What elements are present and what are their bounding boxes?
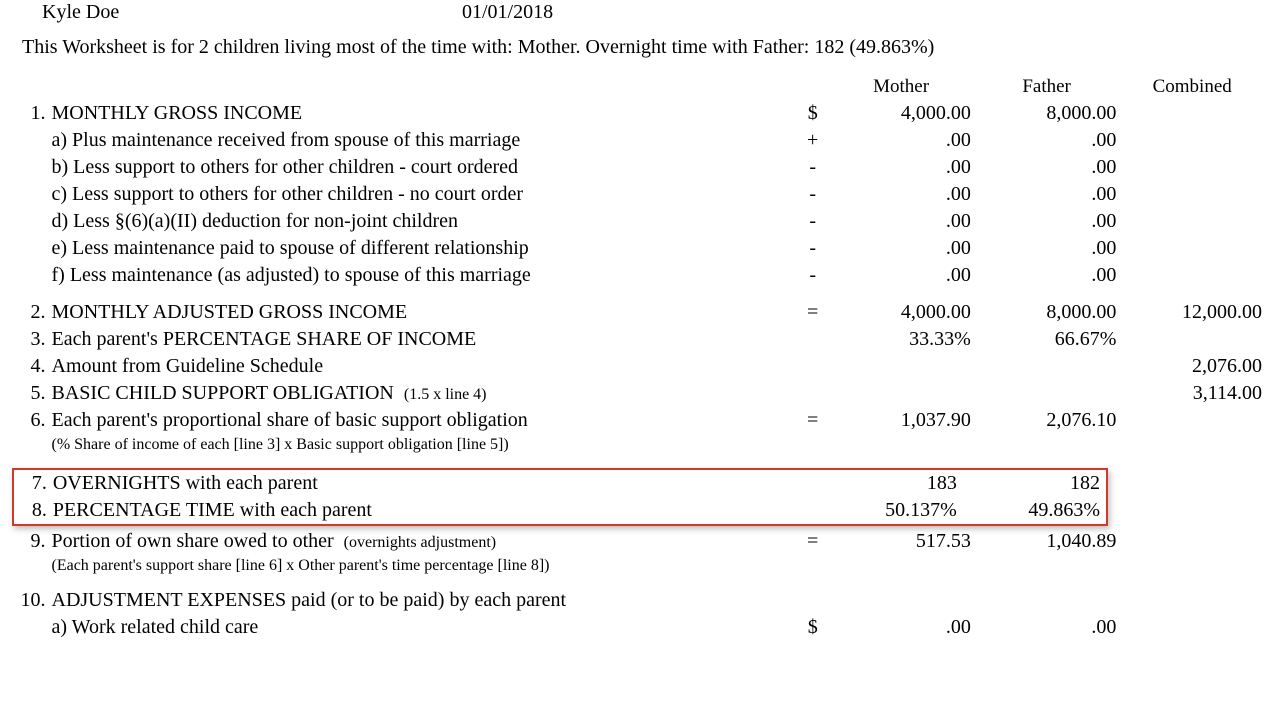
row-10a: a) Work related child care $ .00 .00	[12, 614, 1268, 641]
header-row: Kyle Doe 01/01/2018	[12, 0, 1268, 31]
highlight-box: 7. OVERNIGHTS with each parent 183 182 8…	[12, 468, 1108, 526]
col-combined: Combined	[1122, 74, 1268, 100]
col-mother: Mother	[831, 74, 977, 100]
row-label: b) Less support to others for other chil…	[52, 154, 801, 181]
row-1: 1. MONTHLY GROSS INCOME $ 4,000.00 8,000…	[12, 100, 1268, 127]
row-5: 5. BASIC CHILD SUPPORT OBLIGATION (1.5 x…	[12, 380, 1268, 407]
row-label: BASIC CHILD SUPPORT OBLIGATION (1.5 x li…	[52, 380, 801, 407]
row-label: c) Less support to others for other chil…	[52, 181, 801, 208]
row-label: PERCENTAGE TIME with each parent	[53, 497, 789, 524]
intro-line: This Worksheet is for 2 children living …	[12, 31, 1268, 74]
row-label: a) Plus maintenance received from spouse…	[52, 127, 801, 154]
row-num: 1.	[12, 100, 52, 127]
row-10: 10. ADJUSTMENT EXPENSES paid (or to be p…	[12, 587, 1268, 614]
worksheet-date: 01/01/2018	[462, 0, 553, 25]
row-note: (overnights adjustment)	[344, 534, 496, 551]
row-3: 3. Each parent's PERCENTAGE SHARE OF INC…	[12, 326, 1268, 353]
worksheet-table: Mother Father Combined 1. MONTHLY GROSS …	[12, 74, 1268, 466]
row-9: 9. Portion of own share owed to other (o…	[12, 528, 1268, 555]
row-1a: a) Plus maintenance received from spouse…	[12, 127, 1268, 154]
row-label: Portion of own share owed to other (over…	[52, 528, 801, 555]
column-headers: Mother Father Combined	[12, 74, 1268, 100]
row-note: (Each parent's support share [line 6] x …	[52, 555, 801, 577]
row-2: 2. MONTHLY ADJUSTED GROSS INCOME = 4,000…	[12, 299, 1268, 326]
row-op: $	[800, 100, 831, 127]
row-label: d) Less §(6)(a)(II) deduction for non-jo…	[52, 208, 801, 235]
worksheet-table-cont: 9. Portion of own share owed to other (o…	[12, 528, 1268, 641]
cell-father: 8,000.00	[977, 100, 1123, 127]
row-1e: e) Less maintenance paid to spouse of di…	[12, 235, 1268, 262]
row-9-note: (Each parent's support share [line 6] x …	[12, 555, 1268, 577]
row-4: 4. Amount from Guideline Schedule 2,076.…	[12, 353, 1268, 380]
row-note: (1.5 x line 4)	[404, 386, 487, 403]
row-label: Each parent's proportional share of basi…	[52, 407, 801, 434]
col-father: Father	[977, 74, 1123, 100]
row-label: ADJUSTMENT EXPENSES paid (or to be paid)…	[52, 587, 801, 614]
row-7: 7. OVERNIGHTS with each parent 183 182	[14, 470, 1106, 497]
row-6: 6. Each parent's proportional share of b…	[12, 407, 1268, 434]
row-label: Amount from Guideline Schedule	[52, 353, 801, 380]
row-label: MONTHLY ADJUSTED GROSS INCOME	[52, 299, 801, 326]
row-note: (% Share of income of each [line 3] x Ba…	[52, 434, 801, 456]
row-label: f) Less maintenance (as adjusted) to spo…	[52, 262, 801, 289]
row-1b: b) Less support to others for other chil…	[12, 154, 1268, 181]
row-6-note: (% Share of income of each [line 3] x Ba…	[12, 434, 1268, 456]
row-1c: c) Less support to others for other chil…	[12, 181, 1268, 208]
row-8: 8. PERCENTAGE TIME with each parent 50.1…	[14, 497, 1106, 524]
row-label: OVERNIGHTS with each parent	[53, 470, 789, 497]
row-label: Each parent's PERCENTAGE SHARE OF INCOME	[52, 326, 801, 353]
row-label: a) Work related child care	[52, 614, 801, 641]
row-label: MONTHLY GROSS INCOME	[52, 100, 801, 127]
party-name: Kyle Doe	[42, 0, 462, 25]
row-1f: f) Less maintenance (as adjusted) to spo…	[12, 262, 1268, 289]
row-1d: d) Less §(6)(a)(II) deduction for non-jo…	[12, 208, 1268, 235]
cell-mother: 4,000.00	[831, 100, 977, 127]
row-label: e) Less maintenance paid to spouse of di…	[52, 235, 801, 262]
